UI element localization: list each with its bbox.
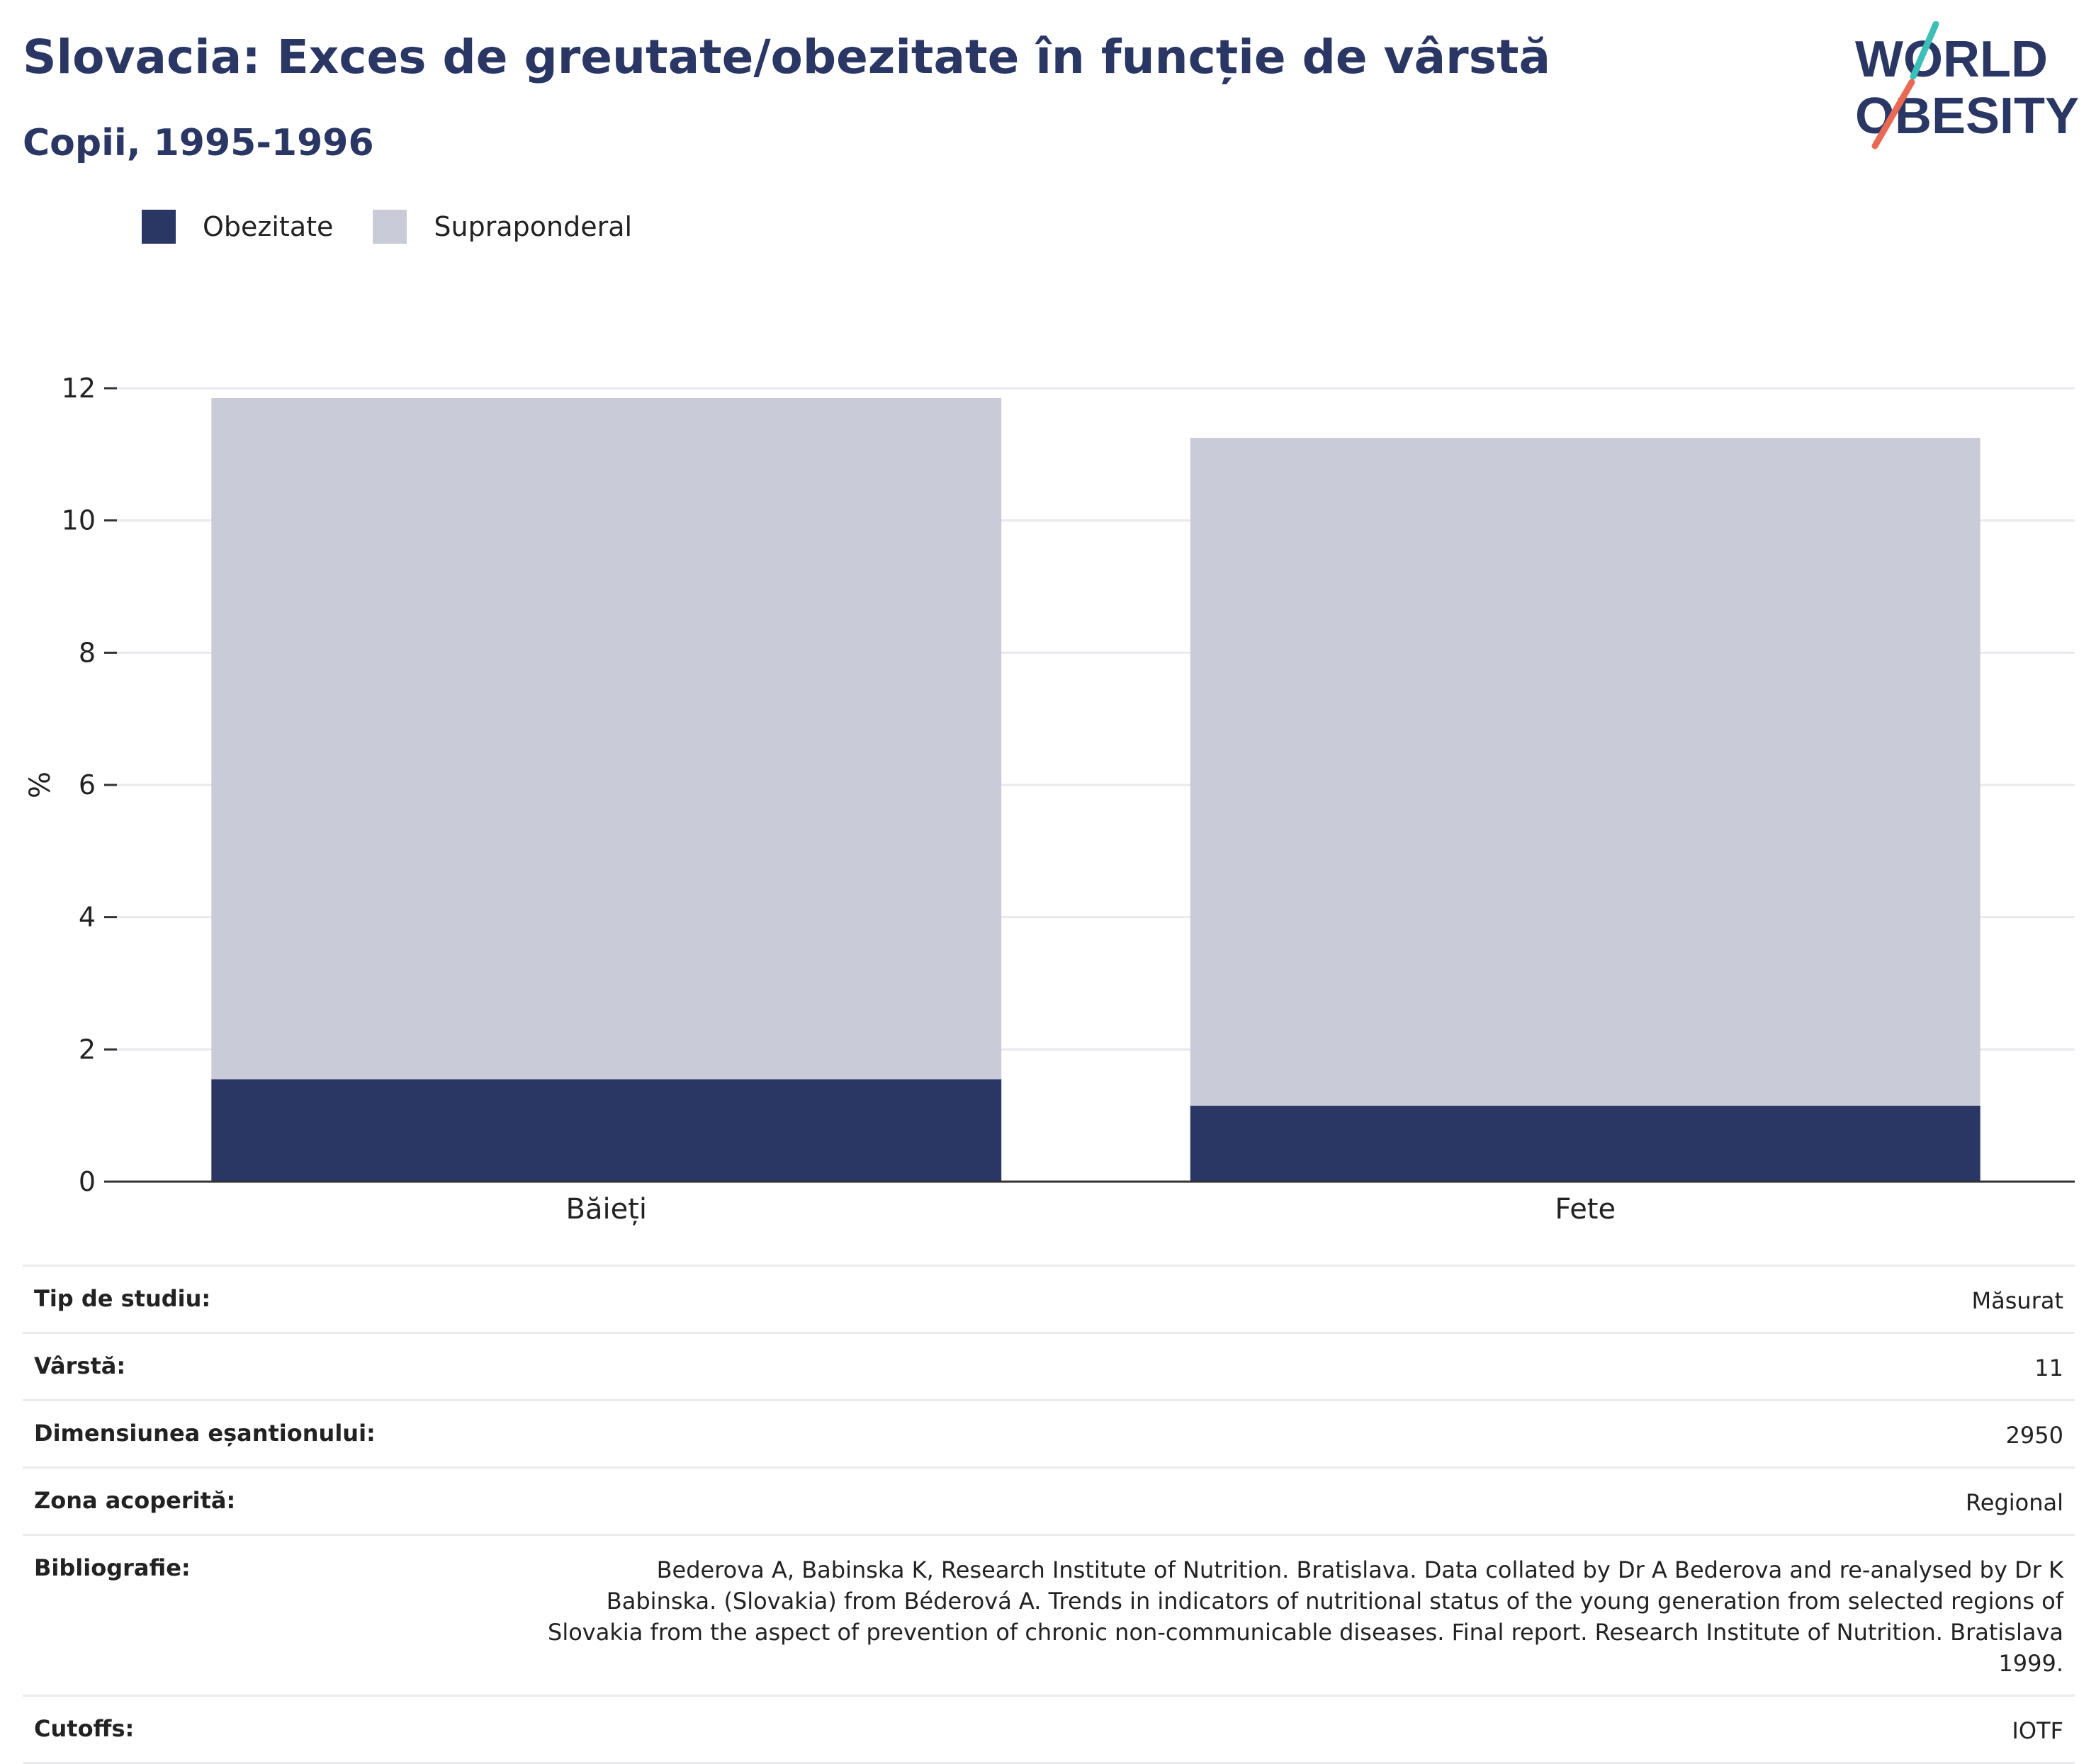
svg-text:WORLD: WORLD: [1855, 31, 2048, 88]
world-obesity-logo: WORLD OBESITY: [1855, 21, 2079, 149]
y-axis-label: %: [24, 771, 57, 798]
chart-legend: Obezitate Supraponderal: [142, 210, 672, 244]
info-row-tip-studiu: Tip de studiu: Măsurat: [23, 1265, 2075, 1332]
y-tick-label: 0: [79, 1166, 96, 1197]
stacked-bar-chart: 0 2 4 6 8 10 12% Băieți Fete: [24, 373, 2075, 1226]
legend-swatch-supraponderal: [373, 210, 407, 244]
info-label: Vârstă:: [34, 1352, 126, 1379]
legend-item-obezitate[interactable]: Obezitate: [142, 210, 333, 244]
y-tick-label: 4: [79, 902, 96, 933]
bar-obezitate-1: [1190, 1105, 1981, 1182]
y-tick-label: 2: [79, 1034, 96, 1065]
info-value: 2950: [2005, 1422, 2063, 1449]
legend-item-supraponderal[interactable]: Supraponderal: [373, 210, 632, 244]
info-label: Cutoffs:: [34, 1715, 135, 1742]
study-info-table: Tip de studiu: Măsurat Vârstă: 11 Dimens…: [23, 1265, 2075, 1764]
bar-supraponderal-0: [211, 398, 1002, 1080]
legend-label-obezitate: Obezitate: [203, 211, 334, 242]
page-subtitle: Copii, 1995-1996: [23, 122, 374, 164]
info-value: Bederova A, Babinska K, Research Institu…: [548, 1556, 2063, 1677]
y-tick-label: 6: [79, 769, 96, 801]
legend-swatch-obezitate: [142, 210, 176, 244]
info-label: Tip de studiu:: [34, 1285, 211, 1312]
x-tick-label: Fete: [1555, 1193, 1616, 1226]
info-label: Dimensiunea eșantionului:: [34, 1420, 376, 1447]
info-value: Regional: [1965, 1489, 2063, 1516]
info-row-dimensiune: Dimensiunea eșantionului: 2950: [23, 1399, 2075, 1466]
info-row-cutoffs: Cutoffs: IOTF: [23, 1695, 2075, 1764]
legend-label-supraponderal: Supraponderal: [434, 211, 633, 242]
y-tick-label: 10: [62, 505, 96, 536]
info-row-varsta: Vârstă: 11: [23, 1332, 2075, 1399]
bar-supraponderal-1: [1190, 438, 1981, 1106]
info-row-zona: Zona acoperită: Regional: [23, 1466, 2075, 1534]
x-tick-label: Băieți: [566, 1193, 647, 1226]
info-value: Măsurat: [1971, 1287, 2063, 1314]
info-value: IOTF: [2012, 1717, 2063, 1744]
info-label: Bibliografie:: [34, 1554, 191, 1581]
bar-obezitate-0: [211, 1079, 1002, 1182]
page-title: Slovacia: Exces de greutate/obezitate în…: [23, 30, 1551, 84]
info-value: 11: [2034, 1355, 2063, 1381]
y-tick-label: 12: [62, 373, 96, 404]
info-label: Zona acoperită:: [34, 1487, 236, 1514]
info-row-bibliografie: Bibliografie: Bederova A, Babinska K, Re…: [23, 1534, 2075, 1695]
y-tick-label: 8: [79, 637, 96, 668]
